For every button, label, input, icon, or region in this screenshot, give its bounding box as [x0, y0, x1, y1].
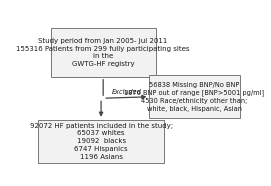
Text: Study period from Jan 2005- Jul 2011
155316 Patients from 299 fully participatin: Study period from Jan 2005- Jul 2011 155… — [17, 38, 190, 67]
Text: 56838 Missing BNP/No BNP
1876 BNP out of range [BNP>5001 pg/ml]
4530 Race/ethnic: 56838 Missing BNP/No BNP 1876 BNP out of… — [124, 82, 264, 112]
FancyBboxPatch shape — [149, 75, 240, 118]
Text: 92072 HF patients included in the study;
65037 whites
19092  blacks
6747 Hispani: 92072 HF patients included in the study;… — [30, 123, 173, 160]
FancyBboxPatch shape — [51, 28, 156, 77]
FancyBboxPatch shape — [38, 120, 164, 163]
Text: Excluded: Excluded — [111, 89, 141, 95]
